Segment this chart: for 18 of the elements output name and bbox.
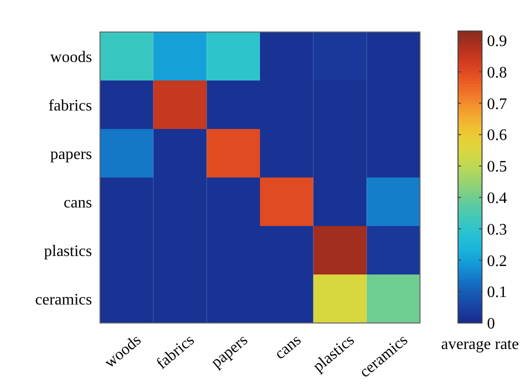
color-bar-label: 0.6 bbox=[487, 127, 507, 144]
color-bar-label: 0.3 bbox=[487, 221, 507, 238]
color-bar-label: 0.8 bbox=[487, 64, 507, 82]
y-tick-label: cans bbox=[64, 194, 92, 212]
y-tick-label: papers bbox=[50, 146, 92, 163]
color-bar-label: 0.2 bbox=[487, 252, 507, 270]
x-tick-label: cans bbox=[272, 332, 304, 363]
y-tick-label: plastics bbox=[44, 242, 92, 260]
color-bar-label: 0.1 bbox=[487, 284, 507, 302]
color-bar-label: 0.4 bbox=[487, 190, 507, 208]
color-bar-title: average rate bbox=[441, 336, 519, 353]
y-tick-label: ceramics bbox=[35, 291, 92, 308]
color-bar-label: 0 bbox=[487, 316, 495, 333]
color-bar-label: 0.9 bbox=[487, 33, 507, 50]
color-bar-label: 0.7 bbox=[487, 96, 507, 113]
y-tick-label: fabrics bbox=[48, 97, 92, 114]
color-bar-label: 0.5 bbox=[487, 158, 507, 176]
y-tick-label: woods bbox=[50, 48, 92, 66]
